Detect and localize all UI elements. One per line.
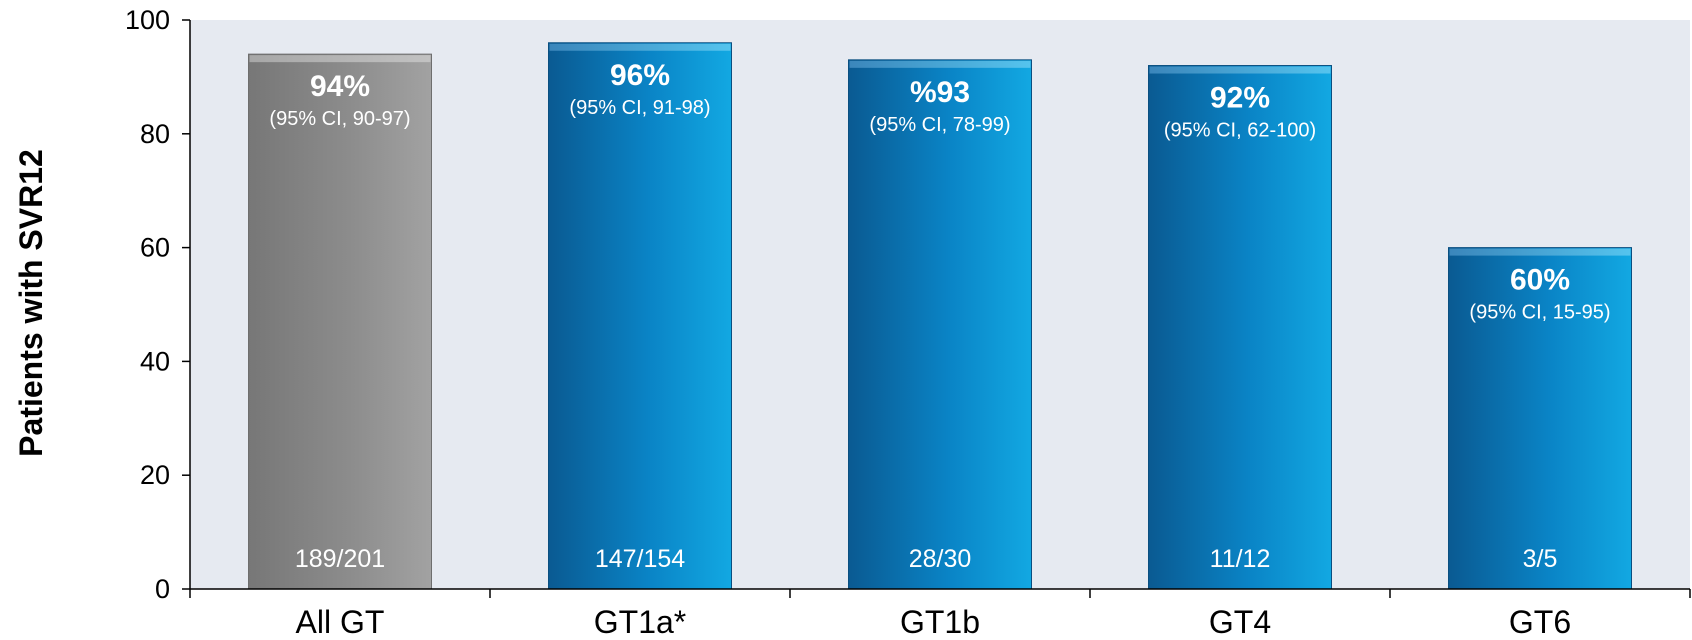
x-tick-label: GT1b	[900, 604, 980, 640]
bar	[848, 59, 1032, 590]
x-tick-label: GT1a*	[594, 604, 686, 640]
bar-ci-label: (95% CI, 62-100)	[1164, 120, 1316, 142]
y-axis-ticks: 0 20 40 60 80 100	[125, 5, 191, 604]
bar-percent-label: 60%	[1510, 264, 1570, 297]
bar-highlight	[249, 55, 431, 63]
y-tick-label: 100	[125, 5, 170, 35]
bar-percent-label: 94%	[310, 70, 370, 103]
bar-n-label: 189/201	[295, 545, 385, 573]
bar-highlight	[1449, 248, 1631, 256]
bar-highlight	[1149, 66, 1331, 74]
bar-n-label: 3/5	[1523, 545, 1558, 573]
bar-ci-label: (95% CI, 78-99)	[869, 114, 1010, 136]
bar-highlight	[549, 43, 731, 51]
bar-percent-label: 96%	[610, 59, 670, 92]
bar-group: 94% (95% CI, 90-97) 189/201	[248, 53, 432, 590]
y-tick-label: 20	[140, 460, 170, 490]
bar	[1148, 65, 1332, 590]
bar-percent-label: 92%	[1210, 82, 1270, 115]
bar-ci-label: (95% CI, 90-97)	[269, 108, 410, 130]
bar-n-label: 11/12	[1210, 545, 1271, 573]
x-tick-label: GT6	[1509, 604, 1571, 640]
bar-group: %93 (95% CI, 78-99) 28/30	[848, 59, 1032, 590]
y-tick-label: 80	[140, 119, 170, 149]
y-tick-label: 60	[140, 233, 170, 263]
bar-ci-label: (95% CI, 91-98)	[569, 97, 710, 119]
y-axis-label: Patients with SVR12	[13, 149, 49, 457]
y-tick-label: 40	[140, 346, 170, 376]
bar-n-label: 147/154	[595, 545, 685, 573]
bar	[548, 42, 732, 590]
x-axis: All GT GT1a* GT1b GT4 GT6	[189, 588, 1691, 640]
bars: 94% (95% CI, 90-97) 189/201 96% (95% CI, 91-…	[248, 42, 1632, 590]
bar-ci-label: (95% CI, 15-95)	[1469, 302, 1610, 324]
bar-highlight	[849, 60, 1031, 68]
x-tick-label: GT4	[1209, 604, 1271, 640]
bar-percent-label: %93	[910, 76, 970, 109]
x-tick-label: All GT	[296, 604, 385, 640]
y-tick-label: 0	[155, 574, 170, 604]
bar	[1448, 247, 1632, 590]
bar	[248, 53, 432, 590]
bar-group: 92% (95% CI, 62-100) 11/12	[1148, 65, 1332, 590]
bar-group: 60% (95% CI, 15-95) 3/5	[1448, 247, 1632, 590]
bar-n-label: 28/30	[909, 545, 972, 573]
bar-group: 96% (95% CI, 91-98) 147/154	[548, 42, 732, 590]
